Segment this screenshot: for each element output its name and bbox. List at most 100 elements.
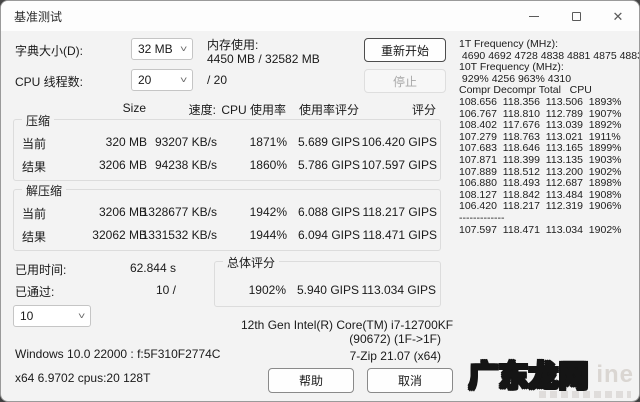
threads-max-suffix: / 20 — [207, 73, 228, 87]
dictionary-size-label: 字典大小(D): — [15, 44, 83, 58]
decompression-group: 解压缩 当前 3206 MB 1328677 KB/s 1942% 6.088 … — [13, 182, 441, 251]
total-rating-row: 1902% 5.940 GIPS 113.034 GIPS — [1, 283, 441, 298]
cell-usage-rating: 5.689 GIPS — [297, 135, 360, 149]
cpu-model-line: 12th Gen Intel(R) Core(TM) i7-12700KF — [241, 318, 454, 332]
memory-usage-value: 4450 MB / 32582 MB — [207, 52, 320, 66]
row-label-result: 结果 — [22, 230, 47, 244]
cpu-threads-value: 20 — [138, 73, 152, 87]
results-table-header: Size 速度: CPU 使用率 使用率评分 评分 — [1, 101, 441, 117]
total-rating-group: 总体评分 — [214, 254, 441, 307]
frequency-log-panel: 1T Frequency (MHz): 4690 4692 4728 4838 … — [459, 38, 640, 236]
cell-usage-rating: 6.094 GIPS — [297, 228, 360, 242]
log-line: 107.279 118.763 113.021 1911% — [459, 130, 621, 143]
window-title: 基准测试 — [14, 9, 63, 24]
table-row: 结果 32062 MB 1331532 KB/s 1944% 6.094 GIP… — [2, 228, 442, 244]
elapsed-time-label: 已用时间: — [15, 263, 67, 277]
table-row: 当前 3206 MB 1328677 KB/s 1942% 6.088 GIPS… — [2, 205, 442, 221]
cell-usage-rating: 6.088 GIPS — [297, 205, 360, 219]
table-row: 结果 3206 MB 94238 KB/s 1860% 5.786 GIPS 1… — [2, 158, 442, 174]
stop-button[interactable]: 停止 — [364, 69, 446, 93]
cpu-threads-label: CPU 线程数: — [15, 75, 84, 89]
elapsed-time-value: 62.844 s — [129, 261, 176, 275]
maximize-icon — [571, 11, 581, 21]
log-line: 107.683 118.646 113.165 1899% — [459, 142, 622, 155]
chevron-down-icon: ˅ — [179, 44, 188, 54]
cell-size: 3206 MB — [98, 205, 147, 219]
log-line: 106.767 118.810 112.789 1907% — [459, 107, 622, 120]
log-line: 106.420 118.217 112.319 1906% — [459, 200, 622, 213]
table-row: 当前 320 MB 93207 KB/s 1871% 5.689 GIPS 10… — [2, 135, 442, 151]
total-rating: 113.034 GIPS — [361, 283, 437, 297]
close-button[interactable]: ✕ — [597, 1, 639, 31]
help-button[interactable]: 帮助 — [268, 368, 354, 393]
row-label-current: 当前 — [22, 207, 47, 221]
header-usage-rating: 使用率评分 — [298, 103, 359, 117]
header-size: Size — [122, 101, 146, 115]
passes-count-value: 10 — [20, 309, 34, 323]
row-label-current: 当前 — [22, 137, 47, 151]
dialog-body: 字典大小(D): 32 MB ˅ CPU 线程数: 20 ˅ 内存使用: 445… — [1, 31, 640, 401]
watermark-suffix: ine — [596, 361, 634, 388]
cpu-id-line: (90672) (1F->1F) — [349, 332, 441, 346]
cancel-button[interactable]: 取消 — [367, 368, 453, 393]
log-line: 108.127 118.842 113.484 1908% — [459, 188, 622, 201]
site-watermark: ine 广东龙网 — [461, 351, 636, 401]
minimize-icon — [529, 15, 539, 17]
header-speed: 速度: — [188, 103, 216, 117]
log-line: Compr Decompr Total CPU — [459, 84, 592, 97]
log-line: 107.871 118.399 113.135 1903% — [459, 153, 622, 166]
window-controls: ✕ — [513, 1, 639, 31]
cell-size: 3206 MB — [98, 158, 147, 172]
log-line: 106.880 118.493 112.687 1898% — [459, 177, 622, 190]
compression-group: 压缩 当前 320 MB 93207 KB/s 1871% 5.689 GIPS… — [13, 112, 441, 181]
log-line: 929% 4256 963% 4310 — [459, 72, 572, 85]
cpu-threads-select[interactable]: 20 ˅ — [131, 69, 193, 91]
chevron-down-icon: ˅ — [77, 311, 86, 321]
cell-rating: 118.217 GIPS — [362, 205, 438, 219]
minimize-button[interactable] — [513, 1, 555, 31]
memory-usage-label: 内存使用: — [207, 38, 259, 52]
cell-cpu-usage: 1871% — [249, 135, 287, 149]
header-rating: 评分 — [411, 103, 436, 117]
cell-speed: 94238 KB/s — [154, 158, 217, 172]
titlebar: 基准测试 ✕ — [1, 1, 639, 31]
cell-cpu-usage: 1944% — [249, 228, 287, 242]
compression-group-label: 压缩 — [22, 112, 55, 129]
total-rating-group-label: 总体评分 — [223, 254, 280, 271]
cell-speed: 1328677 KB/s — [141, 205, 217, 219]
cell-rating: 107.597 GIPS — [361, 158, 437, 172]
os-info: Windows 10.0 22000 : f:5F310F2774C — [15, 347, 221, 361]
maximize-button[interactable] — [555, 1, 597, 31]
dictionary-size-value: 32 MB — [138, 42, 173, 56]
log-line: 4690 4692 4728 4838 4881 4875 4883 — [459, 49, 640, 62]
dictionary-size-select[interactable]: 32 MB ˅ — [131, 38, 193, 60]
log-line: 107.597 118.471 113.034 1902% — [459, 223, 622, 236]
cell-cpu-usage: 1860% — [249, 158, 287, 172]
cell-size: 32062 MB — [92, 228, 147, 242]
log-line: 1T Frequency (MHz): — [459, 38, 558, 50]
log-line: 107.889 118.512 113.200 1902% — [459, 165, 622, 178]
restart-button[interactable]: 重新开始 — [364, 38, 446, 62]
cell-rating: 106.420 GIPS — [361, 135, 437, 149]
total-cpu-usage: 1902% — [248, 283, 286, 297]
cell-size: 320 MB — [105, 135, 147, 149]
watermark-subtext-blur — [539, 391, 631, 398]
arch-info: x64 6.9702 cpus:20 128T — [15, 371, 151, 385]
header-cpu-usage: CPU 使用率 — [221, 103, 286, 117]
log-line: ------------- — [459, 211, 505, 224]
passes-label: 已通过: — [15, 285, 55, 299]
passes-count-select[interactable]: 10 ˅ — [13, 305, 91, 327]
cell-rating: 118.471 GIPS — [362, 228, 438, 242]
row-label-result: 结果 — [22, 160, 47, 174]
log-line: 10T Frequency (MHz): — [459, 61, 564, 74]
total-usage-rating: 5.940 GIPS — [296, 283, 359, 297]
passes-value: 10 / — [155, 283, 176, 297]
decompression-group-label: 解压缩 — [22, 182, 67, 199]
log-line: 108.402 117.676 113.039 1892% — [459, 119, 622, 132]
watermark-text: 广东龙网 — [468, 360, 590, 394]
chevron-down-icon: ˅ — [179, 75, 188, 85]
cell-cpu-usage: 1942% — [249, 205, 287, 219]
cell-usage-rating: 5.786 GIPS — [297, 158, 360, 172]
app-version: 7-Zip 21.07 (x64) — [349, 349, 441, 363]
cell-speed: 93207 KB/s — [154, 135, 217, 149]
